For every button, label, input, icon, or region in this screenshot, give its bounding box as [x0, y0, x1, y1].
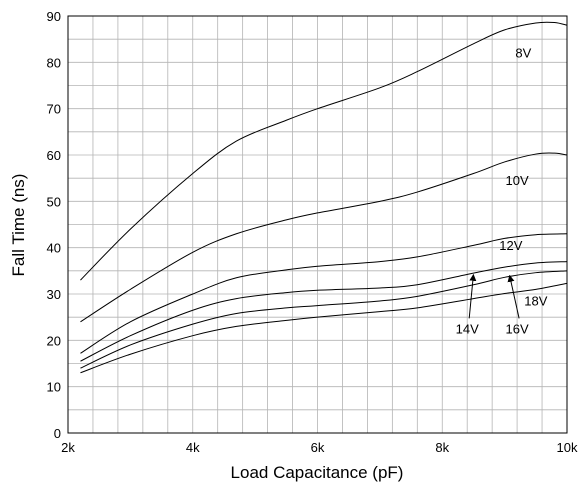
x-tick-label: 10k — [557, 440, 578, 455]
y-tick-label: 0 — [54, 426, 61, 441]
y-tick-label: 10 — [47, 380, 61, 395]
series-line-12v — [80, 233, 568, 354]
y-tick-label: 80 — [47, 55, 61, 70]
series-line-10v — [80, 152, 568, 323]
curve-label-12v: 12V — [499, 238, 522, 253]
curve-label-16v: 16V — [506, 321, 529, 336]
y-tick-label: 90 — [47, 9, 61, 24]
y-tick-label: 50 — [47, 194, 61, 209]
y-tick-label: 20 — [47, 333, 61, 348]
x-axis-ticks: 2k 4k 6k 8k 10k — [61, 440, 578, 455]
y-tick-label: 30 — [47, 287, 61, 302]
x-tick-label: 2k — [61, 440, 75, 455]
series-line-8v — [80, 21, 568, 281]
grid — [68, 16, 567, 433]
curve-label-arrow-16v — [507, 274, 520, 319]
y-tick-label: 70 — [47, 102, 61, 117]
y-tick-label: 60 — [47, 148, 61, 163]
curve-label-10v: 10V — [506, 173, 529, 188]
series-line-16v — [80, 270, 568, 369]
curve-label-8v: 8V — [515, 46, 531, 61]
x-tick-label: 6k — [311, 440, 325, 455]
curves — [80, 21, 568, 374]
y-axis-ticks: 0 10 20 30 40 50 60 70 80 90 — [47, 9, 61, 441]
x-axis-title: Load Capacitance (pF) — [231, 463, 404, 482]
curve-label-18v: 18V — [524, 294, 547, 309]
x-tick-label: 4k — [186, 440, 200, 455]
x-tick-label: 8k — [435, 440, 449, 455]
y-tick-label: 40 — [47, 241, 61, 256]
curve-label-arrow-14v — [468, 273, 477, 319]
curve-labels: 8V 10V 12V 14V 16V 18V — [456, 46, 548, 337]
curve-label-14v: 14V — [456, 321, 479, 336]
series-line-18v — [80, 282, 568, 374]
plot-frame — [67, 15, 568, 434]
y-axis-title: Fall Time (ns) — [9, 174, 28, 277]
series-line-14v — [80, 261, 568, 362]
